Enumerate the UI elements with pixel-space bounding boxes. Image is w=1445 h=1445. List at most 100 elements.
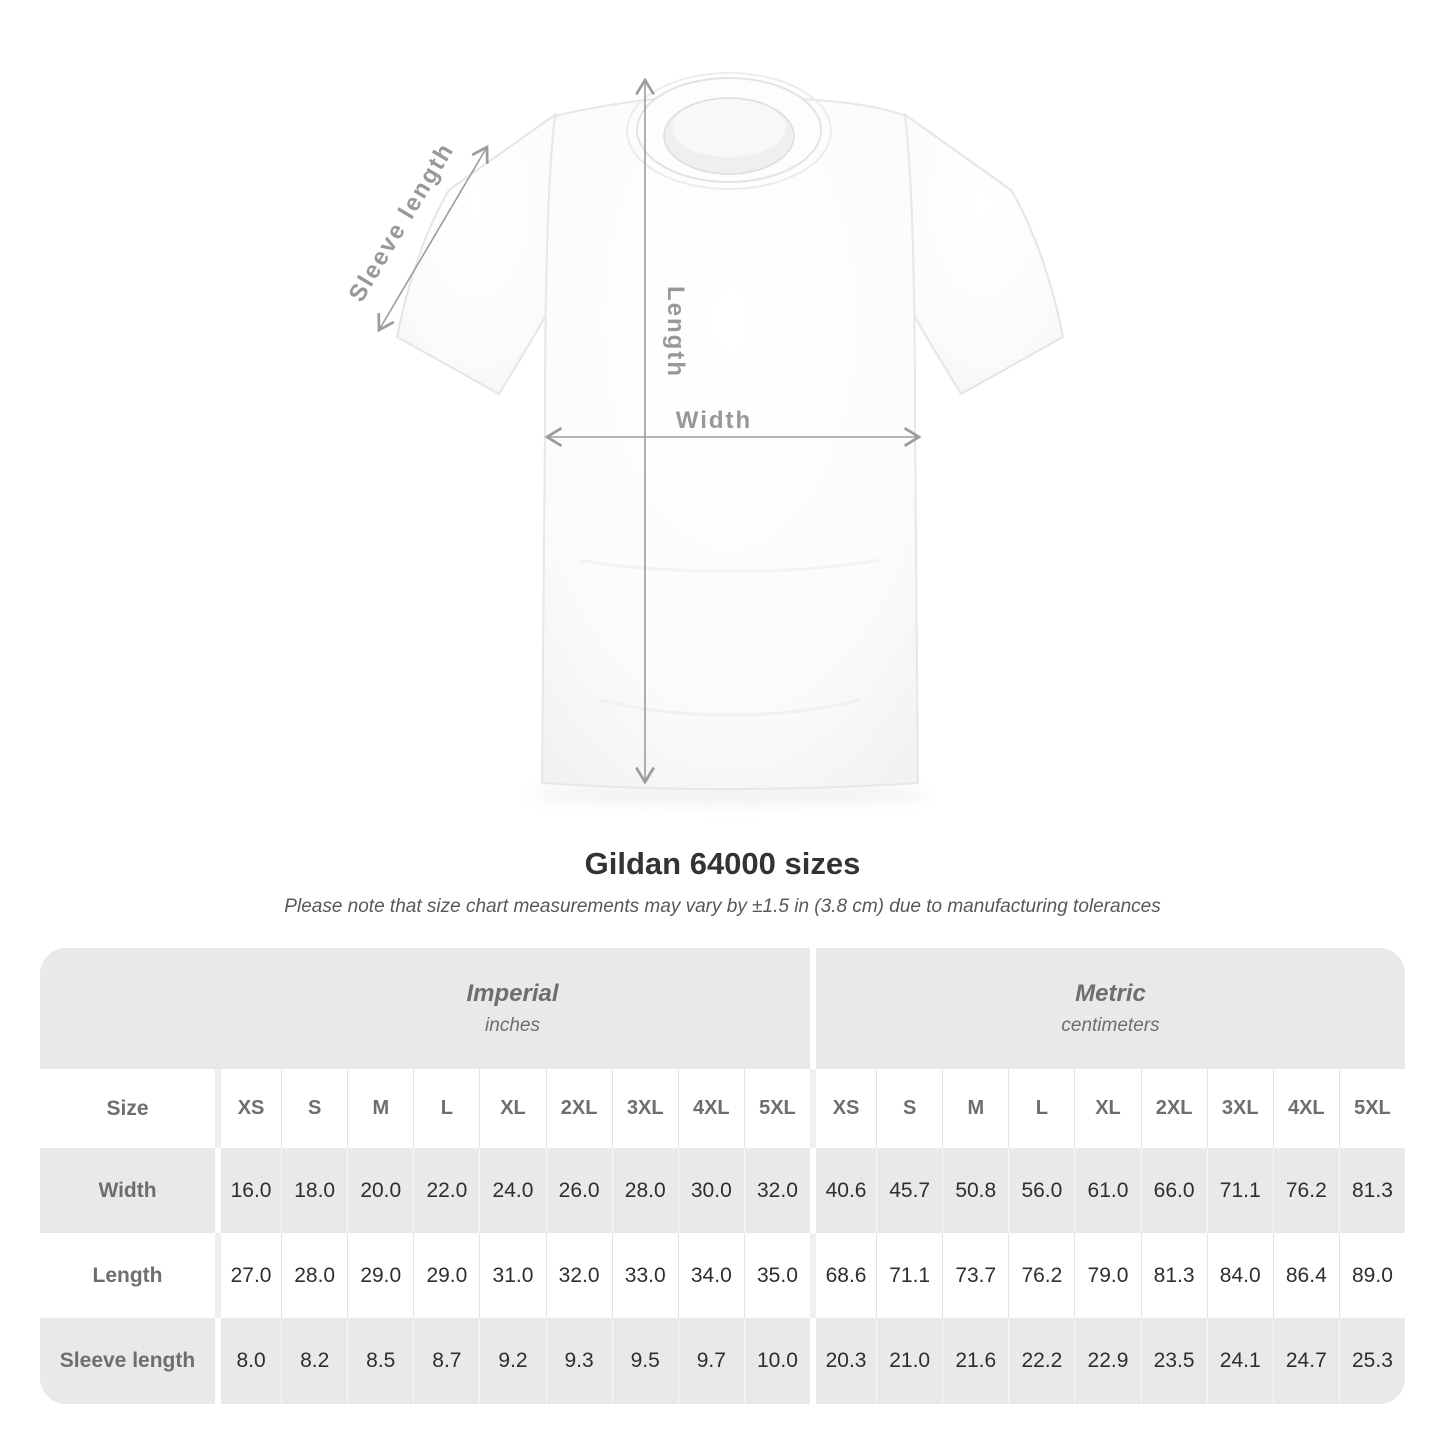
- imperial-title: Imperial: [466, 980, 559, 1007]
- table-cell: 89.0: [1338, 1233, 1405, 1318]
- table-cell: 23.5: [1140, 1318, 1207, 1404]
- table-cell: 30.0: [677, 1148, 744, 1233]
- table-cell: 22.9: [1074, 1318, 1141, 1404]
- size-row-header: Size: [40, 1069, 215, 1148]
- table-cell: 35.0: [743, 1233, 810, 1318]
- size-col-header-imperial-s: S: [281, 1069, 348, 1148]
- table-cell: 28.0: [611, 1148, 678, 1233]
- table-cell: 81.3: [1338, 1148, 1405, 1233]
- table-cell: 9.7: [677, 1318, 744, 1404]
- table-cell: 20.0: [347, 1148, 414, 1233]
- size-col-header-imperial-5xl: 5XL: [743, 1069, 810, 1148]
- sleeve-length-arrow: [377, 144, 489, 333]
- imperial-section-header: Imperial inches: [215, 948, 810, 1069]
- table-cell: 68.6: [810, 1233, 877, 1318]
- row-label-length: Length: [40, 1233, 215, 1318]
- table-cell: 21.6: [942, 1318, 1009, 1404]
- table-cell: 40.6: [810, 1148, 877, 1233]
- metric-title: Metric: [1075, 980, 1146, 1007]
- table-cell: 22.0: [413, 1148, 480, 1233]
- row-label-sleeve-length: Sleeve length: [40, 1318, 215, 1404]
- shirt-wrinkle-lower: [599, 698, 861, 717]
- size-col-header-metric-3xl: 3XL: [1206, 1069, 1273, 1148]
- table-cell: 20.3: [810, 1318, 877, 1404]
- table-cell: 32.0: [545, 1233, 612, 1318]
- size-col-header-imperial-3xl: 3XL: [611, 1069, 678, 1148]
- shirt-right-sleeve: [902, 113, 1064, 395]
- table-cell: 79.0: [1074, 1233, 1141, 1318]
- table-cell: 71.1: [1206, 1148, 1273, 1233]
- table-cell: 10.0: [743, 1318, 810, 1404]
- shirt-left-sleeve: [396, 113, 558, 395]
- table-cell: 31.0: [479, 1233, 546, 1318]
- table-cell: 61.0: [1074, 1148, 1141, 1233]
- tshirt-size-diagram: Width Length Sleeve length: [343, 72, 1064, 805]
- table-cell: 66.0: [1140, 1148, 1207, 1233]
- page-title: Gildan 64000 sizes: [584, 846, 861, 881]
- table-corner-cell: [40, 948, 215, 1069]
- table-cell: 34.0: [677, 1233, 744, 1318]
- table-cell: 32.0: [743, 1148, 810, 1233]
- size-table: Imperial inches Metric centimeters Size X…: [40, 948, 1405, 1404]
- size-col-header-metric-4xl: 4XL: [1272, 1069, 1339, 1148]
- table-cell: 8.0: [215, 1318, 282, 1404]
- table-cell: 16.0: [215, 1148, 282, 1233]
- table-cell: 81.3: [1140, 1233, 1207, 1318]
- table-cell: 33.0: [611, 1233, 678, 1318]
- size-col-header-metric-5xl: 5XL: [1338, 1069, 1405, 1148]
- table-cell: 27.0: [215, 1233, 282, 1318]
- table-cell: 9.2: [479, 1318, 546, 1404]
- size-col-header-imperial-xl: XL: [479, 1069, 546, 1148]
- size-col-header-imperial-m: M: [347, 1069, 414, 1148]
- table-cell: 24.7: [1272, 1318, 1339, 1404]
- table-cell: 24.0: [479, 1148, 546, 1233]
- table-cell: 45.7: [876, 1148, 943, 1233]
- table-cell: 71.1: [876, 1233, 943, 1318]
- tshirt-illustration: [396, 72, 1064, 805]
- size-col-header-imperial-4xl: 4XL: [677, 1069, 744, 1148]
- table-cell: 86.4: [1272, 1233, 1339, 1318]
- size-col-header-metric-s: S: [876, 1069, 943, 1148]
- page-subtitle: Please note that size chart measurements…: [284, 896, 1161, 917]
- table-cell: 29.0: [347, 1233, 414, 1318]
- table-cell: 26.0: [545, 1148, 612, 1233]
- table-cell: 24.1: [1206, 1318, 1273, 1404]
- measurement-annotations: [377, 77, 922, 785]
- table-cell: 8.2: [281, 1318, 348, 1404]
- table-cell: 76.2: [1008, 1233, 1075, 1318]
- table-cell: 50.8: [942, 1148, 1009, 1233]
- table-cell: 25.3: [1338, 1318, 1405, 1404]
- shirt-wrinkle-upper: [579, 558, 881, 573]
- shirt-body: [541, 98, 919, 790]
- width-label: Width: [676, 407, 752, 434]
- size-col-header-imperial-xs: XS: [215, 1069, 282, 1148]
- table-cell: 76.2: [1272, 1148, 1339, 1233]
- table-cell: 8.7: [413, 1318, 480, 1404]
- table-cell: 9.5: [611, 1318, 678, 1404]
- size-col-header-metric-2xl: 2XL: [1140, 1069, 1207, 1148]
- size-col-header-metric-l: L: [1008, 1069, 1075, 1148]
- table-cell: 56.0: [1008, 1148, 1075, 1233]
- table-cell: 18.0: [281, 1148, 348, 1233]
- table-cell: 8.5: [347, 1318, 414, 1404]
- table-cell: 29.0: [413, 1233, 480, 1318]
- size-col-header-metric-m: M: [942, 1069, 1009, 1148]
- imperial-unit: inches: [485, 1015, 540, 1036]
- size-col-header-imperial-l: L: [413, 1069, 480, 1148]
- table-cell: 73.7: [942, 1233, 1009, 1318]
- collar-back-fabric: [672, 99, 786, 157]
- table-cell: 9.3: [545, 1318, 612, 1404]
- size-col-header-metric-xs: XS: [810, 1069, 877, 1148]
- size-col-header-imperial-2xl: 2XL: [545, 1069, 612, 1148]
- table-cell: 28.0: [281, 1233, 348, 1318]
- size-col-header-metric-xl: XL: [1074, 1069, 1141, 1148]
- table-cell: 84.0: [1206, 1233, 1273, 1318]
- collar-seam: [626, 72, 832, 190]
- table-cell: 21.0: [876, 1318, 943, 1404]
- metric-section-header: Metric centimeters: [810, 948, 1405, 1069]
- metric-unit: centimeters: [1061, 1015, 1160, 1036]
- row-label-width: Width: [40, 1148, 215, 1233]
- table-cell: 22.2: [1008, 1318, 1075, 1404]
- length-label: Length: [662, 286, 689, 378]
